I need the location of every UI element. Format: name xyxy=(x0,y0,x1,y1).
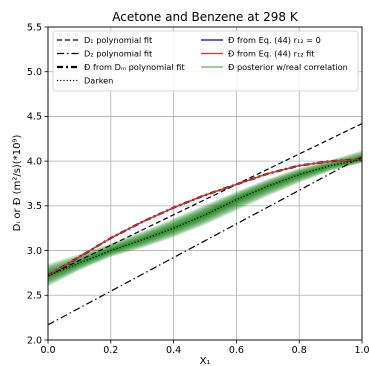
y-tick-label: 5.5 xyxy=(27,22,42,33)
y-tick-label: 2.0 xyxy=(27,335,42,346)
series-line xyxy=(48,156,362,326)
posterior-band xyxy=(48,150,362,287)
series-line xyxy=(48,158,362,277)
legend-label: Đ from Dₘ polynomial fit xyxy=(84,62,185,72)
y-tick-label: 3.0 xyxy=(27,246,42,257)
x-tick-label: 0.6 xyxy=(229,345,244,356)
x-axis-label: X₁ xyxy=(200,356,211,366)
y-tick-label: 2.5 xyxy=(27,291,42,302)
legend-label: Đ from Eq. (44) r₁₂ fit xyxy=(228,49,315,59)
x-tick-label: 0.8 xyxy=(292,345,307,356)
legend: D₁ polynomial fit D₂ polynomial fit Đ from… xyxy=(52,30,359,92)
legend-label: Darken xyxy=(84,76,113,86)
posterior-band-layer xyxy=(48,155,362,281)
y-tick-label: 3.5 xyxy=(27,201,42,212)
series-lines xyxy=(48,123,362,326)
x-tick-label: 0.0 xyxy=(40,345,55,356)
legend-label: Đ from Eq. (44) r₁₂ = 0 xyxy=(228,35,321,45)
axis-ticks: 0.0 0.2 0.4 0.6 0.8 1.0 2.0 2.5 3.0 3.5 4.0 4.5 5.0 5… xyxy=(27,22,369,356)
chart-title: Acetone and Benzene at 298 K xyxy=(112,10,299,24)
posterior-band-layer xyxy=(48,154,362,282)
x-tick-label: 1.0 xyxy=(354,345,369,356)
legend-box xyxy=(52,30,359,92)
legend-label: D₂ polynomial fit xyxy=(84,49,153,59)
legend-label: D₁ polynomial fit xyxy=(84,35,153,45)
series-line xyxy=(48,158,362,277)
plot-frame xyxy=(47,26,363,341)
posterior-band-layer xyxy=(48,151,362,285)
legend-label: Đ posterior w/real correlation xyxy=(228,62,348,72)
series-line xyxy=(48,123,362,277)
y-tick-label: 4.5 xyxy=(27,112,42,123)
posterior-band-layer xyxy=(48,152,362,284)
x-tick-label: 0.2 xyxy=(103,345,118,356)
y-tick-label: 5.0 xyxy=(27,67,42,78)
x-tick-label: 0.4 xyxy=(166,345,181,356)
y-tick-label: 4.0 xyxy=(27,156,42,167)
y-axis-label: Dᵢ or Đ (m²/s)(*10⁹) xyxy=(12,135,23,232)
posterior-band-layer xyxy=(48,150,362,287)
